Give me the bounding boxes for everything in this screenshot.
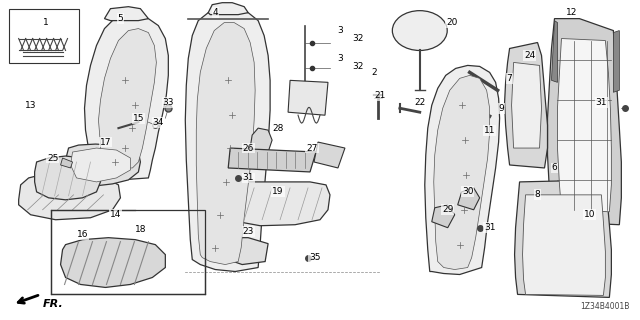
Polygon shape	[557, 38, 611, 212]
Polygon shape	[35, 156, 100, 200]
Text: 19: 19	[273, 188, 284, 196]
Polygon shape	[425, 65, 500, 275]
Text: FR.: FR.	[43, 300, 63, 309]
Polygon shape	[288, 80, 328, 115]
Polygon shape	[547, 19, 621, 225]
Text: 24: 24	[524, 51, 535, 60]
Ellipse shape	[392, 11, 447, 51]
Text: 22: 22	[414, 98, 426, 107]
Text: 16: 16	[77, 230, 88, 239]
Text: 30: 30	[462, 188, 474, 196]
Polygon shape	[228, 182, 330, 226]
Text: 7: 7	[507, 74, 513, 83]
Polygon shape	[61, 238, 165, 287]
Text: 1Z34B4001B: 1Z34B4001B	[580, 302, 629, 311]
Text: 3: 3	[337, 54, 343, 63]
Polygon shape	[504, 43, 547, 168]
Polygon shape	[434, 76, 490, 269]
Polygon shape	[458, 188, 479, 210]
Polygon shape	[515, 180, 611, 297]
Text: 26: 26	[243, 144, 254, 153]
Polygon shape	[104, 7, 148, 20]
Text: 32: 32	[352, 62, 364, 71]
Polygon shape	[250, 128, 272, 155]
Polygon shape	[552, 20, 557, 82]
Text: 13: 13	[25, 101, 36, 110]
Polygon shape	[228, 148, 316, 172]
Text: 31: 31	[243, 173, 254, 182]
Text: 4: 4	[212, 8, 218, 17]
Polygon shape	[70, 148, 131, 182]
Text: 8: 8	[534, 190, 540, 199]
Polygon shape	[222, 238, 268, 265]
Polygon shape	[511, 62, 541, 148]
Polygon shape	[84, 17, 168, 180]
Text: 5: 5	[118, 14, 124, 23]
Text: 14: 14	[109, 210, 121, 219]
Polygon shape	[186, 11, 270, 271]
Text: 25: 25	[47, 154, 58, 163]
Polygon shape	[613, 31, 620, 92]
Polygon shape	[522, 195, 605, 295]
Text: 32: 32	[352, 34, 364, 43]
Text: 11: 11	[484, 126, 495, 135]
Polygon shape	[196, 23, 255, 265]
Text: 10: 10	[584, 210, 595, 219]
Text: 6: 6	[552, 164, 557, 172]
Text: 17: 17	[100, 138, 111, 147]
Text: 23: 23	[243, 227, 254, 236]
Text: 27: 27	[307, 144, 317, 153]
Text: 34: 34	[153, 118, 164, 127]
Text: 29: 29	[442, 205, 453, 214]
FancyBboxPatch shape	[9, 9, 79, 63]
Text: 9: 9	[499, 104, 504, 113]
Text: 1: 1	[43, 18, 49, 27]
Polygon shape	[314, 142, 345, 168]
Polygon shape	[61, 158, 72, 168]
Polygon shape	[99, 28, 156, 168]
Polygon shape	[432, 205, 454, 228]
Text: 21: 21	[374, 91, 385, 100]
Text: 12: 12	[566, 8, 577, 17]
Polygon shape	[208, 3, 248, 15]
Polygon shape	[67, 144, 140, 186]
Text: 3: 3	[337, 26, 343, 35]
Text: 31: 31	[596, 98, 607, 107]
Text: 15: 15	[132, 114, 144, 123]
Text: 18: 18	[134, 225, 146, 234]
Text: 35: 35	[309, 253, 321, 262]
Text: 20: 20	[446, 18, 458, 27]
Text: 28: 28	[273, 124, 284, 132]
Text: 2: 2	[371, 68, 377, 77]
Text: 31: 31	[484, 223, 495, 232]
Text: 33: 33	[163, 98, 174, 107]
Polygon shape	[19, 175, 120, 220]
